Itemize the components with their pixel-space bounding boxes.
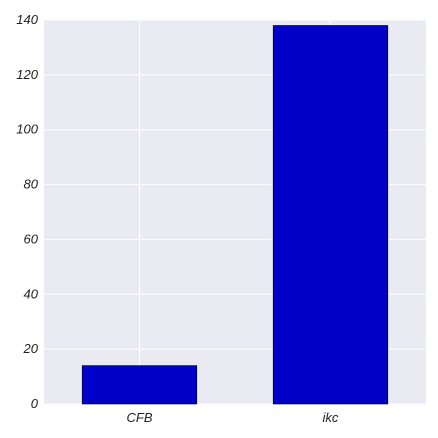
y-tick-label: 140 (16, 12, 38, 27)
bars (81, 25, 389, 405)
bar-ikc (272, 25, 389, 405)
x-axis-ticks: CFB ikc (127, 410, 339, 425)
y-tick-label: 80 (24, 177, 39, 192)
y-tick-label: 20 (23, 341, 39, 356)
y-tick-label: 0 (31, 396, 39, 411)
y-tick-label: 60 (24, 231, 39, 246)
x-tick-label: CFB (127, 410, 153, 425)
y-tick-label: 120 (16, 67, 38, 82)
y-axis-ticks: 0 20 40 60 80 100 120 140 (16, 12, 38, 411)
y-tick-label: 100 (16, 122, 38, 137)
bar-cfb (81, 365, 198, 405)
y-tick-label: 40 (24, 286, 39, 301)
x-tick-label: ikc (323, 410, 339, 425)
